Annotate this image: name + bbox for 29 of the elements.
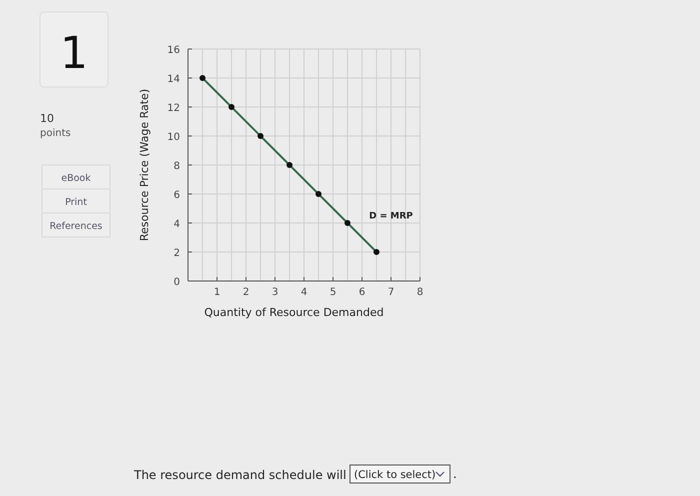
y-tick-label: 10	[167, 132, 180, 143]
text: points	[40, 128, 71, 139]
x-tick-label: 5	[330, 287, 336, 298]
x-tick-label: 2	[242, 287, 250, 298]
x-tick-label: 6	[358, 287, 366, 298]
text: (Click to select)	[354, 469, 436, 481]
y-tick-label: 16	[167, 45, 180, 56]
x-axis-title: Quantity of Resource Demanded	[204, 306, 384, 319]
text: The resource demand schedule will	[133, 468, 346, 482]
y-tick-label: 8	[174, 161, 180, 172]
text: 10	[40, 112, 54, 125]
y-tick-label: 12	[167, 103, 180, 114]
x-tick-label: 8	[416, 287, 424, 298]
y-tick-label: 4	[174, 219, 180, 230]
x-tick-label: 3	[272, 287, 278, 298]
text: Print	[65, 197, 88, 208]
text: .	[453, 467, 457, 481]
x-tick-label: 1	[214, 287, 220, 298]
y-tick-label: 14	[167, 74, 180, 85]
text: eBook	[61, 173, 92, 184]
y-tick-label: 0	[174, 277, 180, 288]
text: 1	[60, 28, 88, 79]
x-tick-label: 7	[388, 287, 394, 298]
x-tick-label: 4	[300, 287, 308, 298]
y-tick-label: 2	[174, 248, 180, 259]
text: References	[50, 221, 102, 232]
y-tick-label: 6	[174, 190, 180, 201]
y-axis-title: Resource Price (Wage Rate)	[138, 88, 151, 242]
annotation: D = MRP	[369, 212, 414, 222]
